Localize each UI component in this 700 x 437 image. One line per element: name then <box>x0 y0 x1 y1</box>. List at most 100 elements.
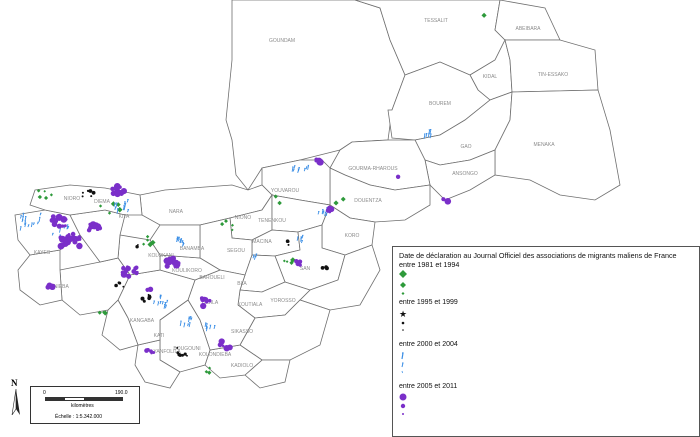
association-point-2000-2004 <box>24 220 27 225</box>
association-point-2005-2011 <box>91 224 97 230</box>
association-point-2000-2004 <box>205 326 208 332</box>
association-point-1981-1994 <box>145 234 150 239</box>
label-bougouni: BOUGOUNI <box>173 346 200 352</box>
association-point-2005-2011 <box>61 236 67 242</box>
association-point-2005-2011 <box>56 223 62 229</box>
association-point-2000-2004 <box>293 165 296 169</box>
association-point-2005-2011 <box>152 351 156 354</box>
purple-circle-icon <box>402 413 404 415</box>
association-point-1995-1999 <box>135 245 139 249</box>
north-label: N <box>11 378 18 388</box>
association-point-1995-1999 <box>176 351 180 355</box>
association-point-2000-2004 <box>113 202 116 207</box>
association-point-2000-2004 <box>296 236 299 241</box>
association-point-2005-2011 <box>60 224 65 228</box>
association-point-2005-2011 <box>163 257 171 265</box>
association-point-1981-1994 <box>207 370 212 375</box>
association-point-1981-1994 <box>224 219 228 224</box>
association-point-2005-2011 <box>58 235 63 240</box>
association-point-2005-2011 <box>76 235 82 240</box>
association-point-2005-2011 <box>200 302 207 310</box>
association-point-2005-2011 <box>76 242 83 250</box>
association-point-2005-2011 <box>63 224 67 228</box>
association-point-2005-2011 <box>145 288 150 292</box>
label-kolondieba: KOLONDIEBA <box>199 352 232 358</box>
label-abeibara: ABEIBARA <box>515 26 541 32</box>
label-nioro: NIORO <box>64 196 81 202</box>
scale-unit: kilomètres <box>71 403 94 409</box>
association-point-2005-2011 <box>150 352 153 355</box>
association-point-2000-2004 <box>307 164 310 170</box>
association-point-2005-2011 <box>144 348 149 353</box>
association-point-2000-2004 <box>179 320 182 327</box>
association-point-2005-2011 <box>126 273 132 279</box>
association-point-2000-2004 <box>21 219 24 223</box>
association-point-2000-2004 <box>161 301 164 305</box>
association-point-2000-2004 <box>153 300 156 305</box>
legend-symbols-1995: ★ <box>399 310 407 331</box>
label-kidal: KIDAL <box>483 74 498 80</box>
association-point-2005-2011 <box>86 228 92 233</box>
black-star-icon: ★ <box>399 310 407 320</box>
association-point-2005-2011 <box>67 237 71 241</box>
association-point-2000-2004 <box>32 222 36 226</box>
association-point-2000-2004 <box>157 301 160 306</box>
north-arrow-icon <box>11 389 20 415</box>
association-point-2000-2004 <box>291 166 294 172</box>
label-douentza: DOUENTZA <box>354 198 382 204</box>
association-point-2005-2011 <box>205 300 209 304</box>
legend-group: entre 1995 et 1999 <box>399 299 458 306</box>
association-point-2000-2004 <box>183 322 186 328</box>
association-point-2000-2004 <box>252 254 255 259</box>
legend-group-label: entre 1995 et 1999 <box>399 299 458 306</box>
association-point-1995-1999 <box>118 281 122 285</box>
association-point-2000-2004 <box>188 322 191 328</box>
association-point-2000-2004 <box>27 224 30 228</box>
association-point-1981-1994 <box>107 211 112 215</box>
association-point-1995-1999 <box>122 285 125 288</box>
legend-group-label: entre 2000 et 2004 <box>399 341 458 348</box>
association-point-2000-2004 <box>425 132 428 138</box>
association-point-1981-1994 <box>481 12 487 18</box>
association-point-1981-1994 <box>37 195 41 199</box>
label-kolokani: KOLOKANI <box>148 253 174 259</box>
association-point-1981-1994 <box>204 370 209 374</box>
label-diema: DIEMA <box>94 199 111 205</box>
label-kati: KATI <box>154 333 165 339</box>
association-point-2005-2011 <box>164 263 170 269</box>
legend: Date de déclaration au Journal Officiel … <box>392 246 700 437</box>
label-tessalit: TESSALIT <box>424 18 448 24</box>
association-point-2005-2011 <box>71 233 75 237</box>
association-point-2000-2004 <box>300 236 303 240</box>
association-point-2005-2011 <box>120 270 125 275</box>
association-point-2000-2004 <box>36 221 40 225</box>
association-point-2000-2004 <box>181 240 184 243</box>
association-point-1981-1994 <box>230 228 234 232</box>
label-kayes: KAYES <box>34 250 51 256</box>
legend-symbols-1981 <box>399 270 407 295</box>
region-banamba <box>149 224 201 259</box>
association-point-1981-1994 <box>97 310 102 315</box>
association-point-1995-1999 <box>142 299 146 303</box>
label-koro: KORO <box>345 233 360 239</box>
association-point-1981-1994 <box>273 194 278 199</box>
association-point-1981-1994 <box>277 200 282 206</box>
association-point-1995-1999 <box>88 189 93 193</box>
label-tin-essako: TIN-ESSAKO <box>538 72 568 78</box>
label-kenieba: KENIEBA <box>47 284 69 290</box>
label-segou: SEGOU <box>227 248 245 254</box>
association-point-1981-1994 <box>102 310 106 314</box>
green-diamond-icon <box>400 282 406 288</box>
association-point-2000-2004 <box>179 239 182 243</box>
blue-tick-icon <box>401 362 404 368</box>
association-point-2000-2004 <box>204 322 207 327</box>
association-point-2005-2011 <box>316 158 323 166</box>
association-point-2000-2004 <box>159 301 162 305</box>
association-point-2005-2011 <box>124 269 127 273</box>
purple-circle-icon <box>400 403 406 409</box>
association-point-2000-2004 <box>51 232 54 236</box>
blue-tick-icon <box>401 370 403 374</box>
association-point-2000-2004 <box>292 168 295 172</box>
association-point-2000-2004 <box>176 236 179 240</box>
association-point-1995-1999 <box>288 241 290 243</box>
